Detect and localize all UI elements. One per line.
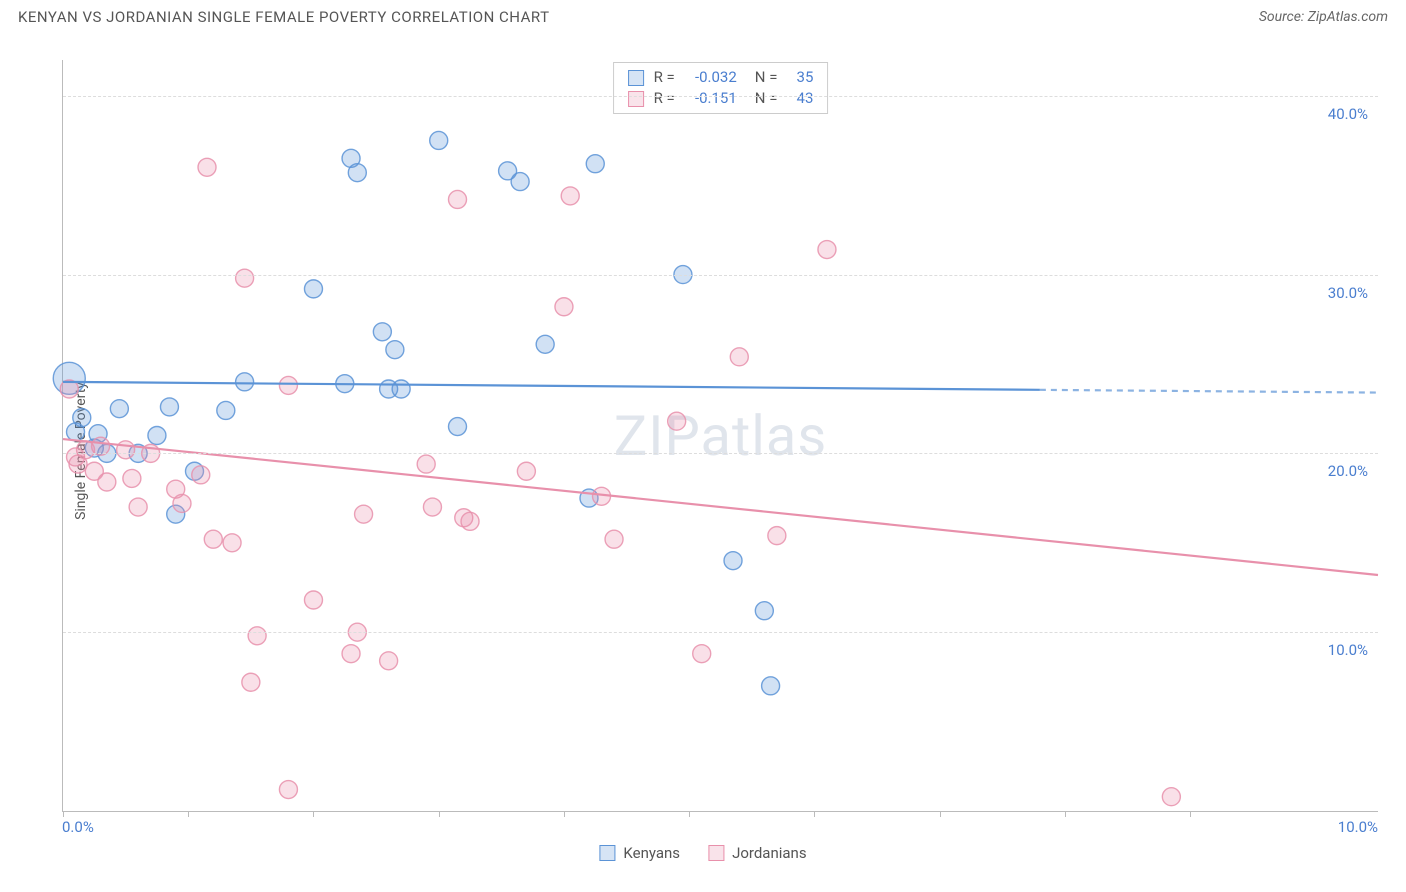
scatter-point <box>762 677 780 695</box>
scatter-point <box>192 466 210 484</box>
scatter-point <box>123 469 141 487</box>
x-tick <box>1065 811 1066 817</box>
chart-title: KENYAN VS JORDANIAN SINGLE FEMALE POVERT… <box>18 8 550 26</box>
scatter-point <box>342 645 360 663</box>
x-tick <box>564 811 565 817</box>
scatter-point <box>755 602 773 620</box>
scatter-point <box>117 441 135 459</box>
grid-line <box>63 453 1378 454</box>
x-tick <box>1190 811 1191 817</box>
legend-label: Jordanians <box>732 844 807 862</box>
scatter-point <box>536 335 554 353</box>
scatter-point <box>198 158 216 176</box>
legend-item: Kenyans <box>599 844 680 862</box>
scatter-point <box>217 401 235 419</box>
scatter-point <box>1162 788 1180 806</box>
scatter-point <box>724 552 742 570</box>
scatter-point <box>348 164 366 182</box>
grid-line <box>63 96 1378 97</box>
x-tick <box>689 811 690 817</box>
grid-line <box>63 275 1378 276</box>
legend-item: Jordanians <box>708 844 807 862</box>
trend-line-solid <box>63 382 1040 390</box>
scatter-point <box>110 400 128 418</box>
scatter-point <box>236 373 254 391</box>
scatter-point <box>430 131 448 149</box>
trend-line-solid <box>63 439 1378 575</box>
scatter-point <box>768 527 786 545</box>
plot-area: ZIPatlas R =-0.032N =35R =-0.151N =43 10… <box>62 60 1378 812</box>
scatter-point <box>561 187 579 205</box>
scatter-point <box>449 418 467 436</box>
plot-svg <box>63 60 1378 811</box>
scatter-point <box>605 530 623 548</box>
scatter-point <box>304 280 322 298</box>
scatter-point <box>818 241 836 259</box>
scatter-point <box>173 494 191 512</box>
x-tick <box>814 811 815 817</box>
y-tick-label: 30.0% <box>1328 284 1368 302</box>
scatter-point <box>392 380 410 398</box>
scatter-point <box>279 376 297 394</box>
x-tick <box>63 811 64 817</box>
x-tick <box>439 811 440 817</box>
scatter-point <box>248 627 266 645</box>
source-label: Source: ZipAtlas.com <box>1259 9 1388 25</box>
series-legend: Kenyans Jordanians <box>599 844 806 862</box>
scatter-point <box>355 505 373 523</box>
y-tick-label: 10.0% <box>1328 641 1368 659</box>
scatter-point <box>730 348 748 366</box>
scatter-point <box>73 409 91 427</box>
x-tick-label-left: 0.0% <box>62 818 94 836</box>
scatter-point <box>380 652 398 670</box>
scatter-point <box>449 190 467 208</box>
grid-line <box>63 632 1378 633</box>
trend-line-dashed <box>1040 390 1378 393</box>
x-tick <box>188 811 189 817</box>
scatter-point <box>148 427 166 445</box>
scatter-point <box>98 473 116 491</box>
scatter-point <box>279 781 297 799</box>
scatter-point <box>693 645 711 663</box>
x-tick <box>313 811 314 817</box>
scatter-point <box>461 512 479 530</box>
x-tick <box>940 811 941 817</box>
scatter-point <box>236 269 254 287</box>
scatter-point <box>417 455 435 473</box>
scatter-point <box>204 530 222 548</box>
y-tick-label: 20.0% <box>1328 462 1368 480</box>
scatter-point <box>511 173 529 191</box>
scatter-point <box>555 298 573 316</box>
scatter-point <box>586 155 604 173</box>
scatter-point <box>223 534 241 552</box>
scatter-point <box>423 498 441 516</box>
x-tick-label-right: 10.0% <box>1338 818 1378 836</box>
y-tick-label: 40.0% <box>1328 105 1368 123</box>
scatter-point <box>373 323 391 341</box>
scatter-point <box>386 341 404 359</box>
legend-label: Kenyans <box>623 844 680 862</box>
scatter-point <box>517 462 535 480</box>
scatter-point <box>668 412 686 430</box>
scatter-point <box>160 398 178 416</box>
legend-swatch <box>708 845 724 861</box>
scatter-point <box>304 591 322 609</box>
legend-swatch <box>599 845 615 861</box>
scatter-point <box>242 673 260 691</box>
chart-container: Single Female Poverty ZIPatlas R =-0.032… <box>18 40 1388 862</box>
scatter-point <box>129 498 147 516</box>
